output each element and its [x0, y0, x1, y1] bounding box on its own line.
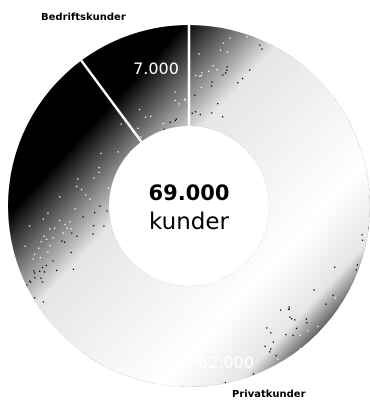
center-total-unit: kunder: [149, 209, 230, 235]
segment-name-label-bedriftskunder: Bedriftskunder: [41, 12, 126, 23]
segment-separators: [80, 25, 191, 143]
segment-separator-1: [80, 59, 143, 143]
center-total-value: 69.000: [148, 181, 229, 205]
segment-value-label-bedriftskunder: 7.000: [133, 59, 179, 78]
segment-name-label-privatkunder: Privatkunder: [232, 389, 306, 400]
donut-hole: [109, 126, 269, 286]
segment-value-label-privatkunder: 62.000: [198, 353, 254, 372]
